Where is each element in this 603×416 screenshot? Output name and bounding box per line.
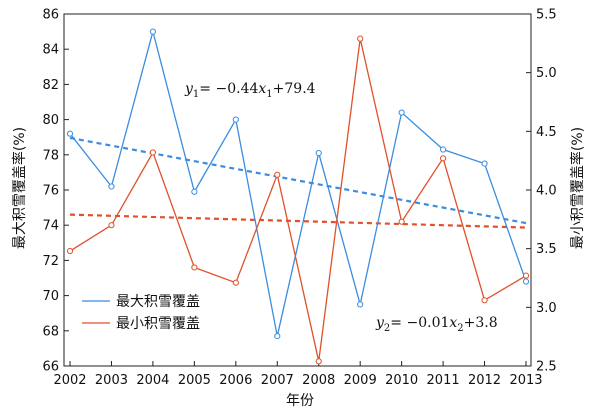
point-min bbox=[481, 297, 488, 304]
point-min bbox=[439, 155, 447, 162]
x-tick-label: 2005 bbox=[178, 373, 211, 388]
y-right-tick-label: 3.0 bbox=[536, 301, 557, 316]
point-max bbox=[357, 301, 364, 308]
y-left-tick-label: 72 bbox=[42, 254, 59, 269]
axis-labels: 年份 最大积雪覆盖率(%) 最小积雪覆盖率(%) bbox=[11, 127, 586, 409]
x-axis-title: 年份 bbox=[286, 393, 314, 409]
point-min bbox=[274, 171, 281, 178]
point-max bbox=[274, 332, 281, 340]
y-left-tick-label: 84 bbox=[42, 43, 59, 58]
series-line-max bbox=[69, 29, 527, 337]
y-left-tick-label: 74 bbox=[42, 219, 59, 234]
y-left-tick-label: 86 bbox=[42, 8, 59, 23]
equation-max: y1= −0.44x1+79.4 bbox=[184, 81, 316, 100]
data-series bbox=[66, 28, 530, 365]
point-max bbox=[149, 28, 157, 35]
trend-line-min bbox=[69, 213, 527, 229]
y-left-tick-label: 66 bbox=[42, 360, 59, 375]
x-tick-label: 2004 bbox=[136, 373, 169, 388]
point-max bbox=[398, 109, 405, 116]
point-min bbox=[191, 264, 198, 271]
x-tick-label: 2012 bbox=[468, 373, 501, 388]
point-min bbox=[66, 247, 74, 255]
y-right-tick-label: 4.5 bbox=[536, 125, 557, 140]
x-tick-label: 2008 bbox=[302, 373, 335, 388]
point-max bbox=[522, 278, 530, 285]
y-axis-right-title: 最小积雪覆盖率(%) bbox=[569, 127, 586, 249]
trend-lines bbox=[69, 136, 527, 229]
point-max bbox=[66, 130, 74, 137]
y-right-tick-label: 2.5 bbox=[536, 360, 557, 375]
plot-axes: 2002 2003 2004 2005 2006 2007 2008 2009 2010 2011… bbox=[42, 8, 556, 389]
point-min bbox=[315, 358, 322, 365]
x-tick-label: 2002 bbox=[53, 373, 86, 388]
legend-label: 最大积雪覆盖 bbox=[116, 294, 200, 310]
x-tick-label: 2007 bbox=[261, 373, 294, 388]
equation-min: y2= −0.01x2+3.8 bbox=[375, 315, 498, 334]
point-max bbox=[481, 160, 488, 167]
y-left-tick-label: 82 bbox=[42, 78, 59, 93]
point-min bbox=[522, 272, 530, 279]
plot-frame bbox=[63, 13, 532, 367]
y-left-tick-label: 76 bbox=[42, 184, 59, 199]
y-right-tick-label: 4.0 bbox=[536, 184, 557, 199]
point-min bbox=[398, 218, 405, 225]
x-tick-label: 2011 bbox=[427, 373, 460, 388]
point-max bbox=[315, 149, 322, 157]
point-min bbox=[149, 149, 157, 156]
y-left-tick-label: 70 bbox=[42, 289, 59, 304]
legend-label: 最小积雪覆盖 bbox=[116, 316, 200, 332]
y-right-tick-label: 3.5 bbox=[536, 242, 557, 257]
equation-annotations: y1= −0.44x1+79.4 y2= −0.01x2+3.8 bbox=[184, 81, 498, 334]
x-tick-label: 2003 bbox=[95, 373, 128, 388]
x-tick-label: 2006 bbox=[219, 373, 252, 388]
point-max bbox=[108, 183, 115, 190]
point-min bbox=[357, 35, 364, 42]
series-line-min bbox=[69, 38, 527, 362]
point-max bbox=[191, 188, 198, 195]
point-max bbox=[232, 116, 239, 123]
y-left-tick-label: 68 bbox=[42, 324, 59, 339]
x-tick-label: 2010 bbox=[385, 373, 418, 388]
point-min bbox=[108, 222, 115, 229]
x-tick-label: 2009 bbox=[344, 373, 377, 388]
point-max bbox=[439, 146, 447, 153]
x-tick-label: 2013 bbox=[509, 373, 542, 388]
y-axis-left-title: 最大积雪覆盖率(%) bbox=[11, 127, 28, 249]
y-left-tick-label: 78 bbox=[42, 148, 59, 163]
y-left-tick-label: 80 bbox=[42, 113, 59, 128]
y-right-tick-label: 5.0 bbox=[536, 66, 557, 81]
y-right-tick-label: 5.5 bbox=[536, 8, 557, 23]
point-min bbox=[232, 279, 239, 286]
